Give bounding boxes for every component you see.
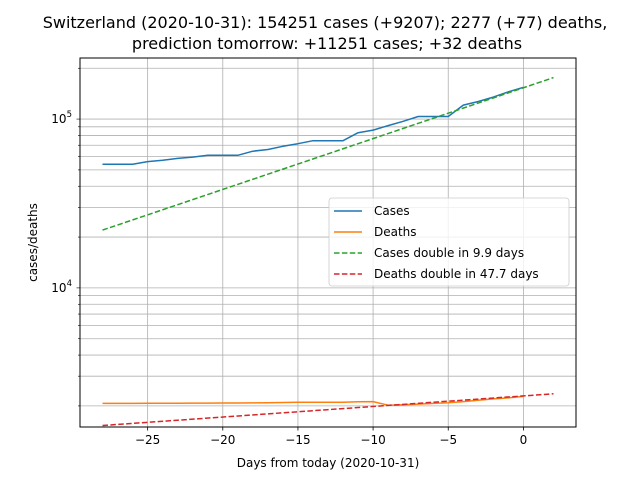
- series-line-1: [102, 395, 524, 406]
- x-tick-label: −20: [210, 433, 235, 447]
- legend-label-3: Deaths double in 47.7 days: [374, 267, 539, 281]
- series-line-3: [102, 393, 554, 427]
- legend-box: [328, 197, 570, 287]
- x-tick-label: 0: [520, 433, 528, 447]
- axis-ticks: −25 −20 −15 −10 −5 0 104 105: [51, 67, 528, 447]
- series-line-0: [102, 86, 524, 166]
- series-line-2: [102, 76, 554, 231]
- legend-label-1: Deaths: [374, 225, 417, 239]
- chart-title-line-1: Switzerland (2020-10-31): 154251 cases (…: [43, 13, 608, 32]
- chart-title-line-2: prediction tomorrow: +11251 cases; +32 d…: [132, 34, 522, 53]
- y-tick-label: 105: [51, 110, 72, 126]
- legend-label-2: Cases double in 9.9 days: [374, 246, 524, 260]
- x-tick-label: −25: [135, 433, 160, 447]
- grid: [80, 58, 576, 427]
- legend-label-0: Cases: [374, 204, 410, 218]
- x-tick-label: −5: [439, 433, 457, 447]
- y-tick-label: 104: [51, 279, 72, 295]
- plot-lines: [102, 76, 554, 427]
- x-tick-label: −10: [360, 433, 385, 447]
- plot-frame: [79, 57, 577, 428]
- legend: Cases Deaths Cases double in 9.9 days Death…: [328, 197, 570, 287]
- x-tick-label: −15: [285, 433, 310, 447]
- x-axis-label: Days from today (2020-10-31): [237, 456, 420, 470]
- y-axis-label: cases/deaths: [26, 203, 40, 282]
